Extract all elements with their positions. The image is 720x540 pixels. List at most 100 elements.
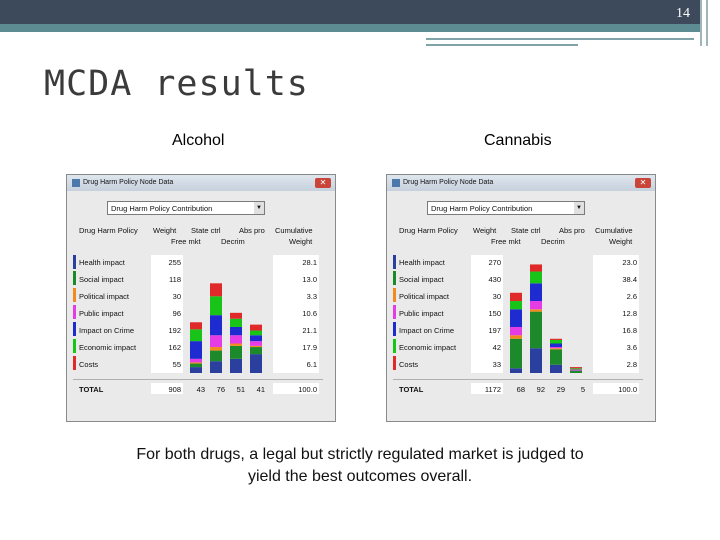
contribution-dropdown[interactable]: Drug Harm Policy Contribution ▼	[427, 201, 585, 215]
bar-segment-decrim-health-impact	[550, 364, 562, 373]
weight-value[interactable]: 55	[172, 360, 181, 369]
divider	[393, 379, 643, 380]
bar-segment-abs-pro-costs	[570, 367, 582, 369]
weight-value[interactable]: 33	[492, 360, 501, 369]
total-weight-box	[471, 383, 503, 394]
weight-value[interactable]: 30	[492, 292, 501, 301]
cumulative-value: 38.4	[622, 275, 637, 284]
criterion-political: Political impact	[79, 292, 130, 301]
cumulative-value: 10.6	[302, 309, 317, 318]
bar-segment-abs-pro-political-impact	[250, 345, 262, 348]
bar-segment-state-ctrl-social-impact	[530, 311, 542, 349]
bar-segment-abs-pro-costs	[250, 324, 262, 331]
criterion-color-band	[73, 322, 76, 336]
cumulative-value: 12.8	[622, 309, 637, 318]
total-abs-pro: 41	[256, 385, 265, 394]
total-abs-pro: 5	[580, 385, 585, 394]
weight-value[interactable]: 197	[488, 326, 501, 335]
cumulative-value: 3.3	[306, 292, 317, 301]
criterion-health: Health impact	[399, 258, 445, 267]
close-icon[interactable]: ✕	[315, 178, 331, 188]
header-decrim: Decrim	[541, 237, 565, 246]
bar-segment-abs-pro-health-impact	[250, 354, 262, 373]
bar-segment-state-ctrl-health-impact	[530, 348, 542, 373]
total-cumulative: 100.0	[298, 385, 317, 394]
bar-segment-free-mkt-economic-impact	[190, 329, 202, 342]
total-weight: 908	[168, 385, 181, 394]
bar-segment-free-mkt-public-impact	[510, 326, 522, 336]
chevron-down-icon[interactable]: ▼	[254, 202, 264, 214]
weight-value[interactable]: 96	[172, 309, 181, 318]
divider	[73, 379, 323, 380]
weight-value[interactable]: 192	[168, 326, 181, 335]
cumulative-value: 3.6	[626, 343, 637, 352]
criterion-costs: Costs	[79, 360, 99, 369]
weight-value[interactable]: 30	[172, 292, 181, 301]
total-cumulative: 100.0	[618, 385, 637, 394]
criterion-color-band	[393, 288, 396, 302]
cannabis-node-window: Drug Harm Policy Node Data ✕ Drug Harm P…	[386, 174, 656, 422]
weight-value[interactable]: 430	[488, 275, 501, 284]
weight-value[interactable]: 150	[488, 309, 501, 318]
weight-value[interactable]: 118	[169, 275, 181, 284]
bar-segment-free-mkt-costs	[510, 292, 522, 302]
criterion-color-band	[393, 356, 396, 370]
bar-segment-state-ctrl-economic-impact	[210, 296, 222, 316]
criterion-color-band	[393, 322, 396, 336]
weight-value[interactable]: 162	[168, 343, 181, 352]
bar-segment-state-ctrl-health-impact	[210, 361, 222, 373]
criterion-economic: Economic impact	[79, 343, 137, 352]
bar-segment-free-mkt-social-impact	[510, 338, 522, 369]
close-icon[interactable]: ✕	[635, 178, 651, 188]
total-decrim: 29	[556, 385, 565, 394]
dropdown-value: Drug Harm Policy Contribution	[111, 204, 213, 213]
weight-value[interactable]: 270	[488, 258, 501, 267]
alcohol-label: Alcohol	[172, 132, 225, 149]
bar-segment-decrim-impact-on-crime	[550, 343, 562, 348]
bar-segment-decrim-impact-on-crime	[230, 326, 242, 336]
bar-segment-state-ctrl-impact-on-crime	[210, 315, 222, 336]
window-title-bar[interactable]: Drug Harm Policy Node Data ✕	[387, 175, 655, 191]
cumulative-value: 17.9	[302, 343, 317, 352]
cumulative-column	[593, 255, 639, 373]
criterion-color-band	[393, 255, 396, 269]
header-cumulative: Cumulative	[595, 226, 633, 235]
cumulative-value: 21.1	[302, 326, 317, 335]
bar-segment-abs-pro-social-impact	[570, 370, 582, 373]
window-app-icon	[72, 179, 80, 187]
window-title-bar[interactable]: Drug Harm Policy Node Data ✕	[67, 175, 335, 191]
bar-segment-free-mkt-impact-on-crime	[510, 309, 522, 327]
criterion-color-band	[73, 356, 76, 370]
bar-segment-abs-pro-social-impact	[250, 347, 262, 355]
header-abs-pro: Abs pro	[239, 226, 265, 235]
alcohol-node-window: Drug Harm Policy Node Data ✕ Drug Harm P…	[66, 174, 336, 422]
header-decrim: Decrim	[221, 237, 245, 246]
header-cumulative: Cumulative	[275, 226, 313, 235]
weight-value[interactable]: 42	[492, 343, 501, 352]
chevron-down-icon[interactable]: ▼	[574, 202, 584, 214]
contribution-dropdown[interactable]: Drug Harm Policy Contribution ▼	[107, 201, 265, 215]
header-accent-band	[0, 24, 700, 32]
bar-segment-free-mkt-health-impact	[510, 368, 522, 373]
header-drug-harm-policy: Drug Harm Policy	[399, 226, 458, 235]
cumulative-value: 23.0	[622, 258, 637, 267]
criterion-color-band	[393, 305, 396, 319]
criterion-costs: Costs	[399, 360, 419, 369]
criterion-color-band	[73, 271, 76, 285]
header-band	[0, 0, 700, 24]
bar-segment-state-ctrl-economic-impact	[530, 271, 542, 284]
header-rule-short	[426, 44, 578, 46]
header-drug-harm-policy: Drug Harm Policy	[79, 226, 138, 235]
window-title: Drug Harm Policy Node Data	[83, 179, 174, 186]
header-abs-pro: Abs pro	[559, 226, 585, 235]
bar-segment-free-mkt-social-impact	[190, 363, 202, 368]
header-state-ctrl: State ctrl	[191, 226, 221, 235]
bar-segment-free-mkt-public-impact	[190, 358, 202, 363]
criterion-crime: Impact on Crime	[399, 326, 455, 335]
cannabis-label: Cannabis	[484, 132, 552, 149]
criterion-public: Public impact	[399, 309, 444, 318]
bar-segment-abs-pro-impact-on-crime	[250, 335, 262, 342]
weight-value[interactable]: 255	[168, 258, 181, 267]
bar-segment-state-ctrl-costs	[530, 264, 542, 272]
bar-segment-decrim-political-impact	[230, 343, 242, 346]
